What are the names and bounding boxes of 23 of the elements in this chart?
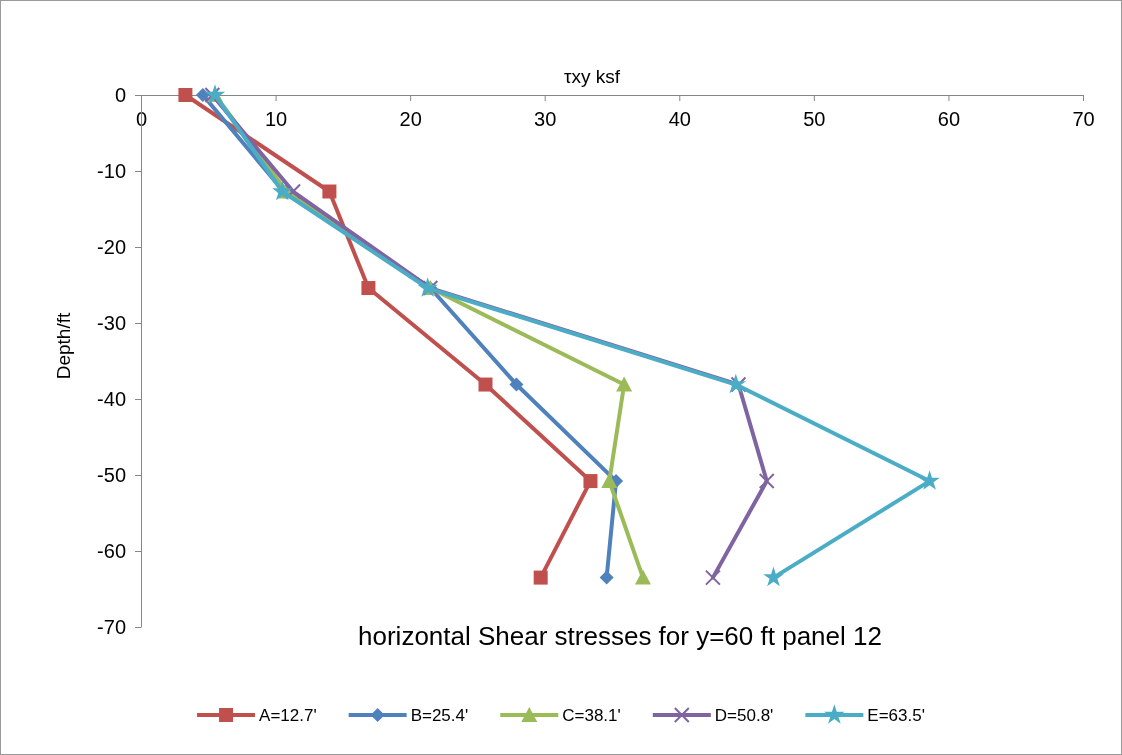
y-tick-label: -20 [97,235,126,258]
x-tick-label: 50 [803,108,826,130]
x-tick-label: 10 [264,108,288,130]
x-tick-label: 20 [399,108,422,130]
x-tick-label: 70 [1072,108,1095,130]
x-tick-label: 60 [937,108,961,130]
legend-label: C=38.1' [562,705,621,725]
legend-label: A=12.7' [259,705,317,725]
y-tick-label: 0 [114,83,126,106]
y-tick-label: -60 [97,539,126,562]
y-axis-title: Depth/ft [53,312,74,380]
y-tick-label: -70 [97,615,126,638]
legend-label: D=50.8' [714,705,774,725]
x-tick-label: 40 [668,108,691,130]
y-tick-label: -30 [97,311,126,334]
x-axis-title: τxy ksf [563,66,621,87]
y-tick-label: -10 [97,159,126,182]
text: horizontal Shear stresses for y=60 ft panel 12 [358,621,882,651]
y-tick-label: -50 [97,463,126,486]
x-tick-label: 30 [534,108,557,130]
legend-label: B=25.4' [410,705,469,725]
y-tick-label: -40 [97,387,126,410]
legend-label: E=63.5' [867,705,925,725]
